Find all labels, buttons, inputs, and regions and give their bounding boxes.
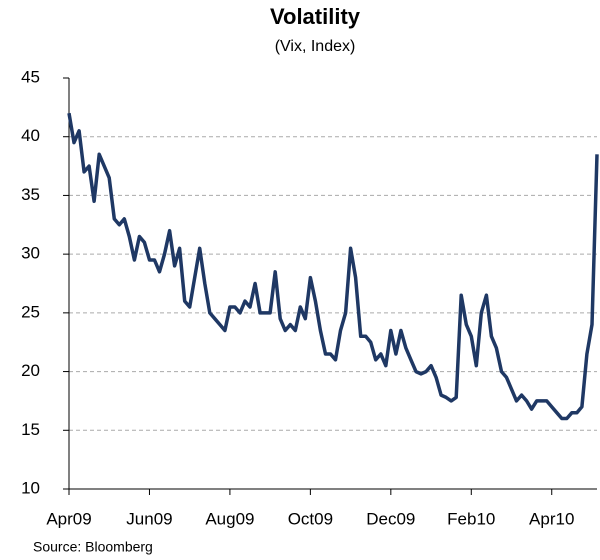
x-tick-label: Oct09	[288, 509, 333, 528]
y-tick-label: 15	[21, 420, 40, 439]
y-tick-label: 40	[21, 126, 40, 145]
x-tick-label: Apr10	[529, 509, 574, 528]
chart-subtitle: (Vix, Index)	[275, 38, 356, 55]
y-tick-label: 35	[21, 185, 40, 204]
y-tick-label: 20	[21, 361, 40, 380]
y-tick-label: 45	[21, 67, 40, 86]
source-note: Source: Bloomberg	[33, 539, 153, 555]
data-line	[67, 112, 599, 421]
chart-title: Volatility	[270, 4, 361, 29]
x-tick-label: Dec09	[366, 509, 415, 528]
x-tick-label: Aug09	[205, 509, 254, 528]
y-tick-label: 25	[21, 302, 40, 321]
y-tick-label: 30	[21, 244, 40, 263]
x-tick-label: Feb10	[447, 509, 495, 528]
y-tick-label: 10	[21, 478, 40, 497]
x-tick-label: Jun09	[126, 509, 172, 528]
x-tick-label: Apr09	[46, 509, 91, 528]
